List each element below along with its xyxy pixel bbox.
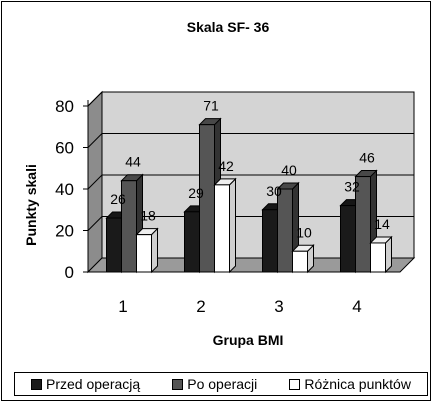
x-tick-label: 1 <box>118 297 127 316</box>
bar-0-0 <box>106 217 122 273</box>
data-label: 42 <box>218 158 234 174</box>
legend-label-przed: Przed operacją <box>46 376 141 392</box>
bar-0-3 <box>340 205 356 273</box>
data-label: 71 <box>203 98 219 114</box>
x-tick-label: 4 <box>352 297 361 316</box>
legend: Przed operacją Po operacji Różnica punkt… <box>14 372 428 396</box>
x-tick-label: 3 <box>274 297 283 316</box>
data-label: 44 <box>125 154 141 170</box>
gridline-diag <box>87 174 103 190</box>
bar-2-0 <box>136 234 152 273</box>
y-tick-label: 40 <box>55 180 74 199</box>
legend-item-po: Po operacji <box>172 376 257 392</box>
x-axis-title: Grupa BMI <box>213 332 284 348</box>
legend-item-przed: Przed operacją <box>31 376 140 392</box>
bar-2-3 <box>370 242 386 273</box>
bar-0-1 <box>184 211 200 273</box>
bar-1-2 <box>277 188 293 273</box>
bar-side <box>229 177 236 274</box>
data-label: 30 <box>266 183 282 199</box>
bar-2-1 <box>214 184 230 273</box>
bar-1-0 <box>121 180 137 273</box>
data-label: 18 <box>140 208 156 224</box>
data-label: 14 <box>374 216 390 232</box>
y-tick-label: 60 <box>55 139 74 158</box>
gridline-diag <box>87 133 103 148</box>
x-tick-labels: 1 2 3 4 <box>118 297 361 316</box>
legend-item-roznica: Różnica punktów <box>289 376 411 392</box>
bars <box>105 117 393 274</box>
data-labels: 26 44 18 29 71 42 30 40 10 32 46 14 <box>110 98 390 241</box>
y-tick-label: 0 <box>65 263 74 282</box>
data-label: 40 <box>281 162 297 178</box>
legend-swatch-przed <box>31 378 43 390</box>
x-tick-label: 2 <box>196 297 205 316</box>
legend-label-roznica: Różnica punktów <box>304 376 411 392</box>
gridline-diag <box>87 216 103 231</box>
data-label: 32 <box>344 179 360 195</box>
bar-side <box>151 227 158 274</box>
legend-swatch-po <box>172 378 184 390</box>
data-label: 10 <box>296 224 312 240</box>
bar-0-2 <box>262 209 278 273</box>
y-tick-labels: 0 20 40 60 80 <box>55 97 74 282</box>
data-label: 26 <box>110 191 126 207</box>
y-axis-title: Punkty skali <box>23 164 39 246</box>
bar-1-3 <box>355 176 371 273</box>
data-label: 46 <box>359 150 375 166</box>
chart-title: Skala SF- 36 <box>187 19 270 35</box>
legend-label-po: Po operacji <box>187 376 258 392</box>
bar-2-2 <box>292 250 308 273</box>
data-label: 29 <box>188 185 204 201</box>
y-tick-label: 80 <box>55 97 74 116</box>
legend-swatch-roznica <box>289 378 301 390</box>
y-tick-label: 20 <box>55 222 74 241</box>
gridline-diag <box>87 91 103 107</box>
